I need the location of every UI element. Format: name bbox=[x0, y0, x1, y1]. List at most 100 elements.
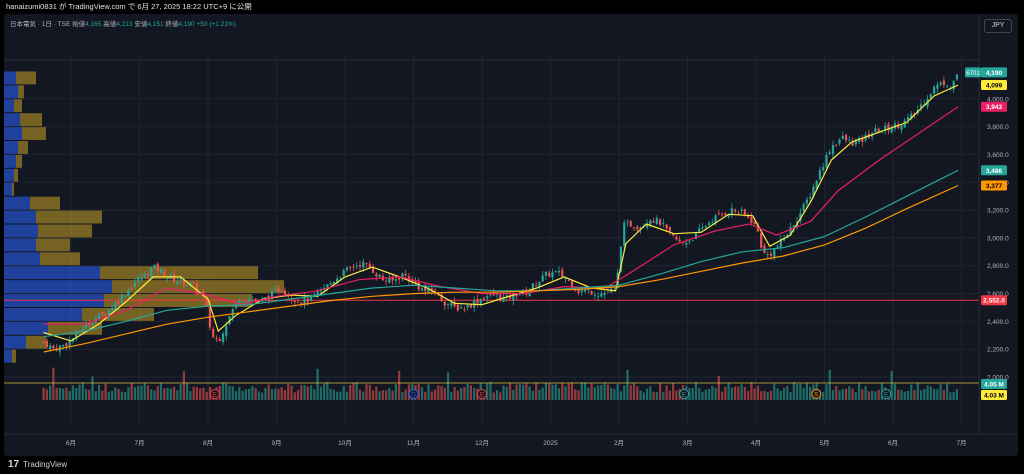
candle-body[interactable] bbox=[202, 291, 205, 296]
candle-body[interactable] bbox=[420, 288, 424, 291]
candle-body[interactable] bbox=[659, 219, 662, 226]
candle-body[interactable] bbox=[734, 209, 737, 212]
candle-body[interactable] bbox=[535, 285, 538, 286]
candle-body[interactable] bbox=[349, 266, 352, 268]
candle-body[interactable] bbox=[358, 265, 362, 267]
candle-body[interactable] bbox=[88, 323, 91, 325]
candle-body[interactable] bbox=[887, 124, 890, 131]
candle-body[interactable] bbox=[205, 296, 208, 306]
candle-body[interactable] bbox=[714, 215, 717, 224]
candle-body[interactable] bbox=[756, 225, 760, 232]
candle-body[interactable] bbox=[401, 273, 404, 278]
candle-body[interactable] bbox=[740, 209, 743, 211]
candle-body[interactable] bbox=[577, 289, 580, 293]
candle-body[interactable] bbox=[720, 214, 724, 215]
candle-body[interactable] bbox=[218, 338, 221, 342]
candle-body[interactable] bbox=[760, 232, 763, 248]
candle-body[interactable] bbox=[685, 242, 688, 245]
candle-body[interactable] bbox=[822, 166, 825, 171]
candle-body[interactable] bbox=[189, 282, 192, 285]
candle-body[interactable] bbox=[212, 328, 215, 338]
candle-body[interactable] bbox=[221, 333, 225, 342]
candle-body[interactable] bbox=[97, 313, 101, 320]
candle-body[interactable] bbox=[717, 213, 720, 215]
candle-body[interactable] bbox=[332, 282, 336, 285]
candle-body[interactable] bbox=[691, 240, 694, 242]
candle-body[interactable] bbox=[231, 309, 234, 317]
candle-body[interactable] bbox=[309, 295, 313, 301]
candle-body[interactable] bbox=[952, 81, 955, 90]
candle-body[interactable] bbox=[378, 274, 381, 277]
candle-body[interactable] bbox=[799, 213, 802, 222]
candle-body[interactable] bbox=[505, 295, 508, 298]
candle-body[interactable] bbox=[906, 117, 910, 120]
candle-body[interactable] bbox=[766, 254, 769, 256]
candle-body[interactable] bbox=[296, 301, 300, 303]
candle-body[interactable] bbox=[277, 287, 280, 292]
candle-body[interactable] bbox=[724, 213, 727, 216]
candle-body[interactable] bbox=[404, 274, 407, 276]
candle-body[interactable] bbox=[362, 261, 365, 268]
dividend-icon[interactable] bbox=[408, 389, 419, 399]
candle-body[interactable] bbox=[678, 239, 681, 242]
candle-body[interactable] bbox=[805, 199, 808, 204]
candle-body[interactable] bbox=[655, 218, 658, 225]
candle-body[interactable] bbox=[672, 233, 675, 236]
candle-body[interactable] bbox=[104, 315, 107, 317]
candle-body[interactable] bbox=[486, 296, 489, 299]
candle-body[interactable] bbox=[463, 308, 466, 310]
candle-body[interactable] bbox=[65, 343, 68, 347]
candle-body[interactable] bbox=[903, 120, 906, 128]
candle-body[interactable] bbox=[910, 114, 913, 120]
candle-body[interactable] bbox=[838, 139, 841, 144]
candle-body[interactable] bbox=[111, 308, 114, 311]
candle-body[interactable] bbox=[329, 283, 332, 285]
candle-body[interactable] bbox=[42, 342, 45, 343]
candle-body[interactable] bbox=[792, 225, 795, 229]
candle-body[interactable] bbox=[597, 296, 600, 297]
candle-body[interactable] bbox=[368, 263, 371, 269]
candle-body[interactable] bbox=[619, 246, 623, 272]
candle-body[interactable] bbox=[84, 322, 88, 329]
candle-body[interactable] bbox=[251, 300, 254, 302]
candle-body[interactable] bbox=[835, 144, 838, 146]
candle-body[interactable] bbox=[453, 301, 456, 307]
earnings-icon[interactable] bbox=[477, 389, 487, 399]
candle-body[interactable] bbox=[117, 301, 120, 304]
candle-body[interactable] bbox=[313, 294, 316, 297]
candle-body[interactable] bbox=[336, 278, 339, 284]
candle-body[interactable] bbox=[179, 278, 182, 280]
candle-body[interactable] bbox=[456, 304, 459, 311]
candle-body[interactable] bbox=[228, 316, 231, 325]
candle-body[interactable] bbox=[528, 290, 531, 297]
candle-body[interactable] bbox=[430, 288, 433, 291]
candle-body[interactable] bbox=[645, 223, 649, 228]
candle-body[interactable] bbox=[688, 240, 691, 242]
candle-body[interactable] bbox=[939, 82, 942, 86]
candle-body[interactable] bbox=[711, 222, 714, 223]
candle-body[interactable] bbox=[476, 299, 479, 304]
candle-body[interactable] bbox=[482, 298, 486, 300]
candle-body[interactable] bbox=[946, 86, 949, 88]
candle-body[interactable] bbox=[182, 280, 185, 286]
candle-body[interactable] bbox=[854, 140, 857, 145]
candle-body[interactable] bbox=[427, 287, 430, 293]
candle-body[interactable] bbox=[590, 291, 593, 295]
candle-body[interactable] bbox=[215, 338, 218, 340]
candle-body[interactable] bbox=[769, 253, 773, 256]
candle-body[interactable] bbox=[133, 282, 137, 287]
earnings-icon[interactable] bbox=[881, 389, 892, 399]
candle-body[interactable] bbox=[825, 154, 828, 168]
candle-body[interactable] bbox=[802, 203, 805, 212]
candle-body[interactable] bbox=[639, 227, 642, 230]
candle-body[interactable] bbox=[293, 300, 296, 303]
candle-body[interactable] bbox=[570, 280, 574, 288]
candle-body[interactable] bbox=[254, 298, 257, 302]
candle-body[interactable] bbox=[140, 277, 143, 280]
candle-body[interactable] bbox=[851, 141, 854, 146]
candle-body[interactable] bbox=[512, 292, 515, 301]
candle-body[interactable] bbox=[848, 139, 851, 141]
candle-body[interactable] bbox=[753, 221, 756, 225]
candle-body[interactable] bbox=[727, 213, 730, 217]
candle-body[interactable] bbox=[107, 309, 110, 318]
